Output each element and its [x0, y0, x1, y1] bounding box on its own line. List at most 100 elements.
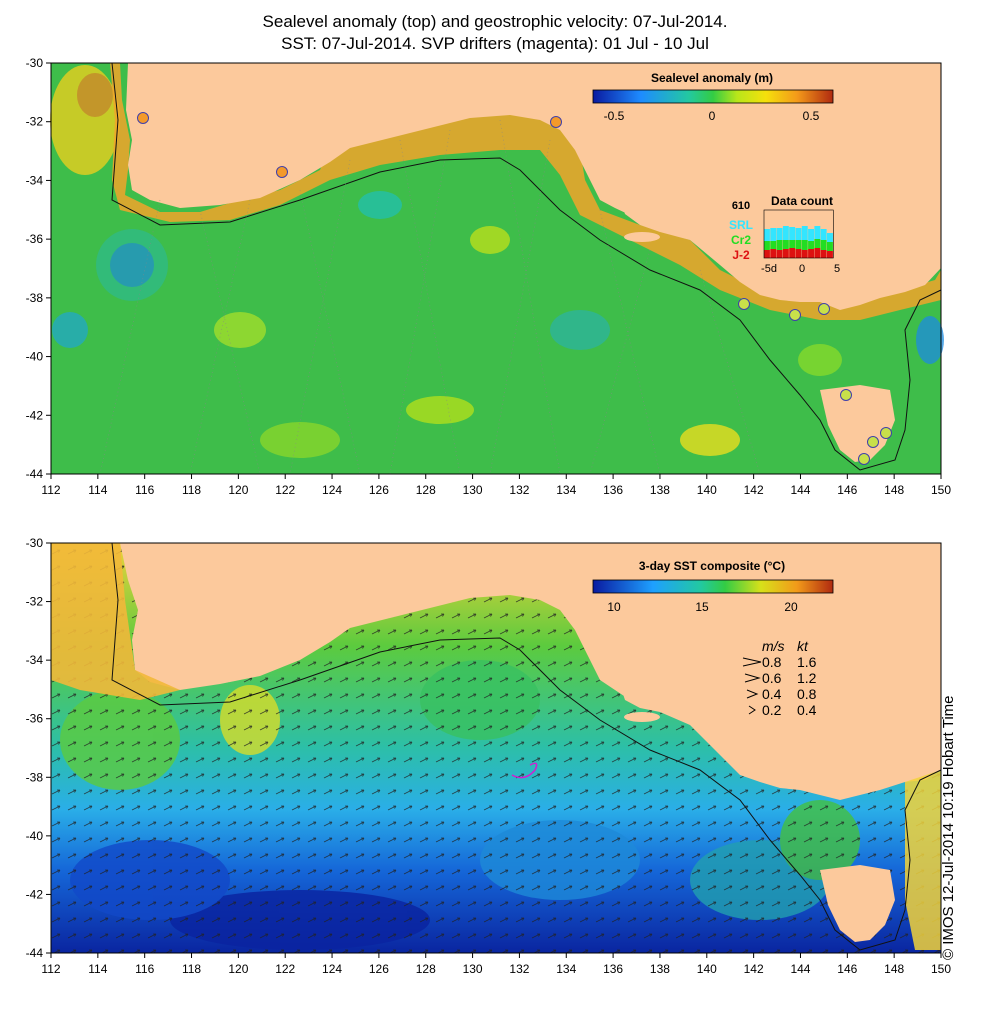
x-tick-label: 136: [603, 483, 623, 497]
data-count-bar: [770, 241, 777, 249]
data-count-bar: [814, 239, 821, 248]
speed-legend-ms: 0.2: [762, 702, 782, 718]
x-tick-label: 134: [556, 962, 576, 976]
data-count-bar: [820, 240, 827, 250]
ssh-legend-tick: 0.5: [803, 109, 820, 123]
x-tick-label: 132: [509, 483, 529, 497]
x-tick-label: 150: [931, 962, 951, 976]
speed-legend-arrow: [744, 673, 761, 683]
speed-legend-kt: 1.2: [797, 670, 817, 686]
x-tick-label: 148: [884, 962, 904, 976]
y-tick-label: -42: [26, 887, 44, 901]
data-count-bar: [764, 250, 770, 258]
x-tick-label: 116: [135, 962, 154, 976]
x-tick-label: 138: [650, 962, 670, 976]
x-tick-label: 144: [790, 962, 810, 976]
x-tick-label: 118: [182, 483, 201, 497]
data-count-bar: [808, 229, 814, 241]
data-count-bar: [789, 248, 796, 258]
speed-legend-ms: 0.6: [762, 670, 782, 686]
y-tick-label: -38: [26, 770, 44, 784]
y-tick-label: -32: [26, 595, 44, 609]
kangaroo-island-top: [624, 232, 660, 242]
ssh-anomaly-blobs: [50, 65, 944, 458]
y-tick-label: -40: [26, 350, 44, 364]
sst-warm-east: [905, 770, 941, 950]
x-tick-label: 146: [837, 483, 857, 497]
data-count-bar: [801, 240, 808, 250]
data-count-bar: [795, 240, 802, 249]
x-tick-label: 114: [88, 483, 107, 497]
x-tick-label: 112: [41, 962, 60, 976]
x-tick-label: 124: [322, 483, 342, 497]
sst-legend-title: 3-day SST composite (°C): [639, 559, 785, 573]
x-tick-label: 146: [837, 962, 857, 976]
sst-legend-tick: 10: [607, 600, 621, 614]
x-tick-label: 120: [228, 962, 248, 976]
data-count-bar: [764, 229, 770, 241]
y-tick-label: -40: [26, 829, 44, 843]
ssh-colorbar: [592, 89, 834, 104]
drifter-track: [511, 762, 538, 779]
x-tick-label: 142: [744, 483, 764, 497]
data-count-sat-j2: J-2: [732, 248, 750, 262]
shelf-contour-bottom: [111, 542, 942, 951]
data-count-bar: [801, 250, 808, 258]
x-tick-label: 118: [182, 962, 201, 976]
data-count-bar: [801, 226, 808, 240]
axis-ticks: 112 114 116 118 120 122 124 126 128 130 132 134 136 1…: [26, 56, 952, 976]
y-tick-label: -32: [26, 115, 44, 129]
sst-frame: [50, 542, 942, 954]
x-tick-label: 150: [931, 483, 951, 497]
tasmania-bottom: [820, 865, 895, 942]
x-tick-label: 124: [322, 962, 342, 976]
y-tick-label: -30: [26, 536, 44, 550]
ssh-legend-title: Sealevel anomaly (m): [651, 71, 773, 85]
x-tick-label: 136: [603, 962, 623, 976]
x-tick-label: 128: [416, 962, 436, 976]
data-count-bar: [814, 248, 821, 258]
altimeter-tracks: [99, 119, 761, 475]
speed-legend-arrow: [748, 705, 756, 715]
ssh-frame: [50, 62, 942, 475]
x-tick-label: 126: [369, 483, 389, 497]
x-tick-label: 122: [275, 483, 295, 497]
data-count-bar: [808, 249, 814, 258]
data-count-bar: [820, 250, 827, 258]
data-count-sat-srl: SRL: [729, 218, 753, 232]
x-tick-label: 120: [228, 483, 248, 497]
data-count-bar: [776, 228, 783, 240]
australia-land-top: [126, 63, 941, 310]
ssh-legend-tick: 0: [709, 109, 716, 123]
tide-gauge-markers: [137, 112, 892, 465]
data-count-axis-tick: -5d: [761, 263, 777, 275]
sst-warm-coast: [51, 543, 180, 700]
x-tick-label: 116: [135, 483, 154, 497]
shelf-contour-top: [111, 62, 942, 471]
speed-legend-rows: 0.8 1.60.6 1.20.4 0.80.2 0.4: [742, 654, 817, 718]
data-count-bar: [814, 226, 821, 239]
data-count-bar: [776, 250, 783, 258]
data-count-bar: [776, 240, 783, 250]
data-count-bar: [782, 226, 789, 240]
data-count-bar: [827, 251, 833, 258]
speed-legend-ms: 0.4: [762, 686, 782, 702]
y-tick-label: -38: [26, 291, 44, 305]
speed-legend-ms: 0.8: [762, 654, 782, 670]
x-tick-label: 144: [790, 483, 810, 497]
data-count-axis-tick: 5: [834, 263, 840, 275]
data-count-title: Data count: [771, 194, 833, 208]
speed-legend-arrow: [742, 657, 762, 667]
sst-legend-tick: 15: [695, 600, 709, 614]
data-count-max: 610: [732, 200, 750, 212]
map-title-line1: Sealevel anomaly (top) and geostrophic v…: [262, 12, 728, 31]
data-count-bar: [770, 249, 777, 258]
sst-colorbar: [592, 579, 834, 594]
x-tick-label: 128: [416, 483, 436, 497]
speed-legend-kt: 0.8: [797, 686, 817, 702]
speed-legend-header-ms: m/s: [762, 638, 785, 654]
data-count-bar: [795, 228, 802, 240]
data-count-bars: [763, 209, 834, 259]
x-tick-label: 130: [463, 483, 483, 497]
